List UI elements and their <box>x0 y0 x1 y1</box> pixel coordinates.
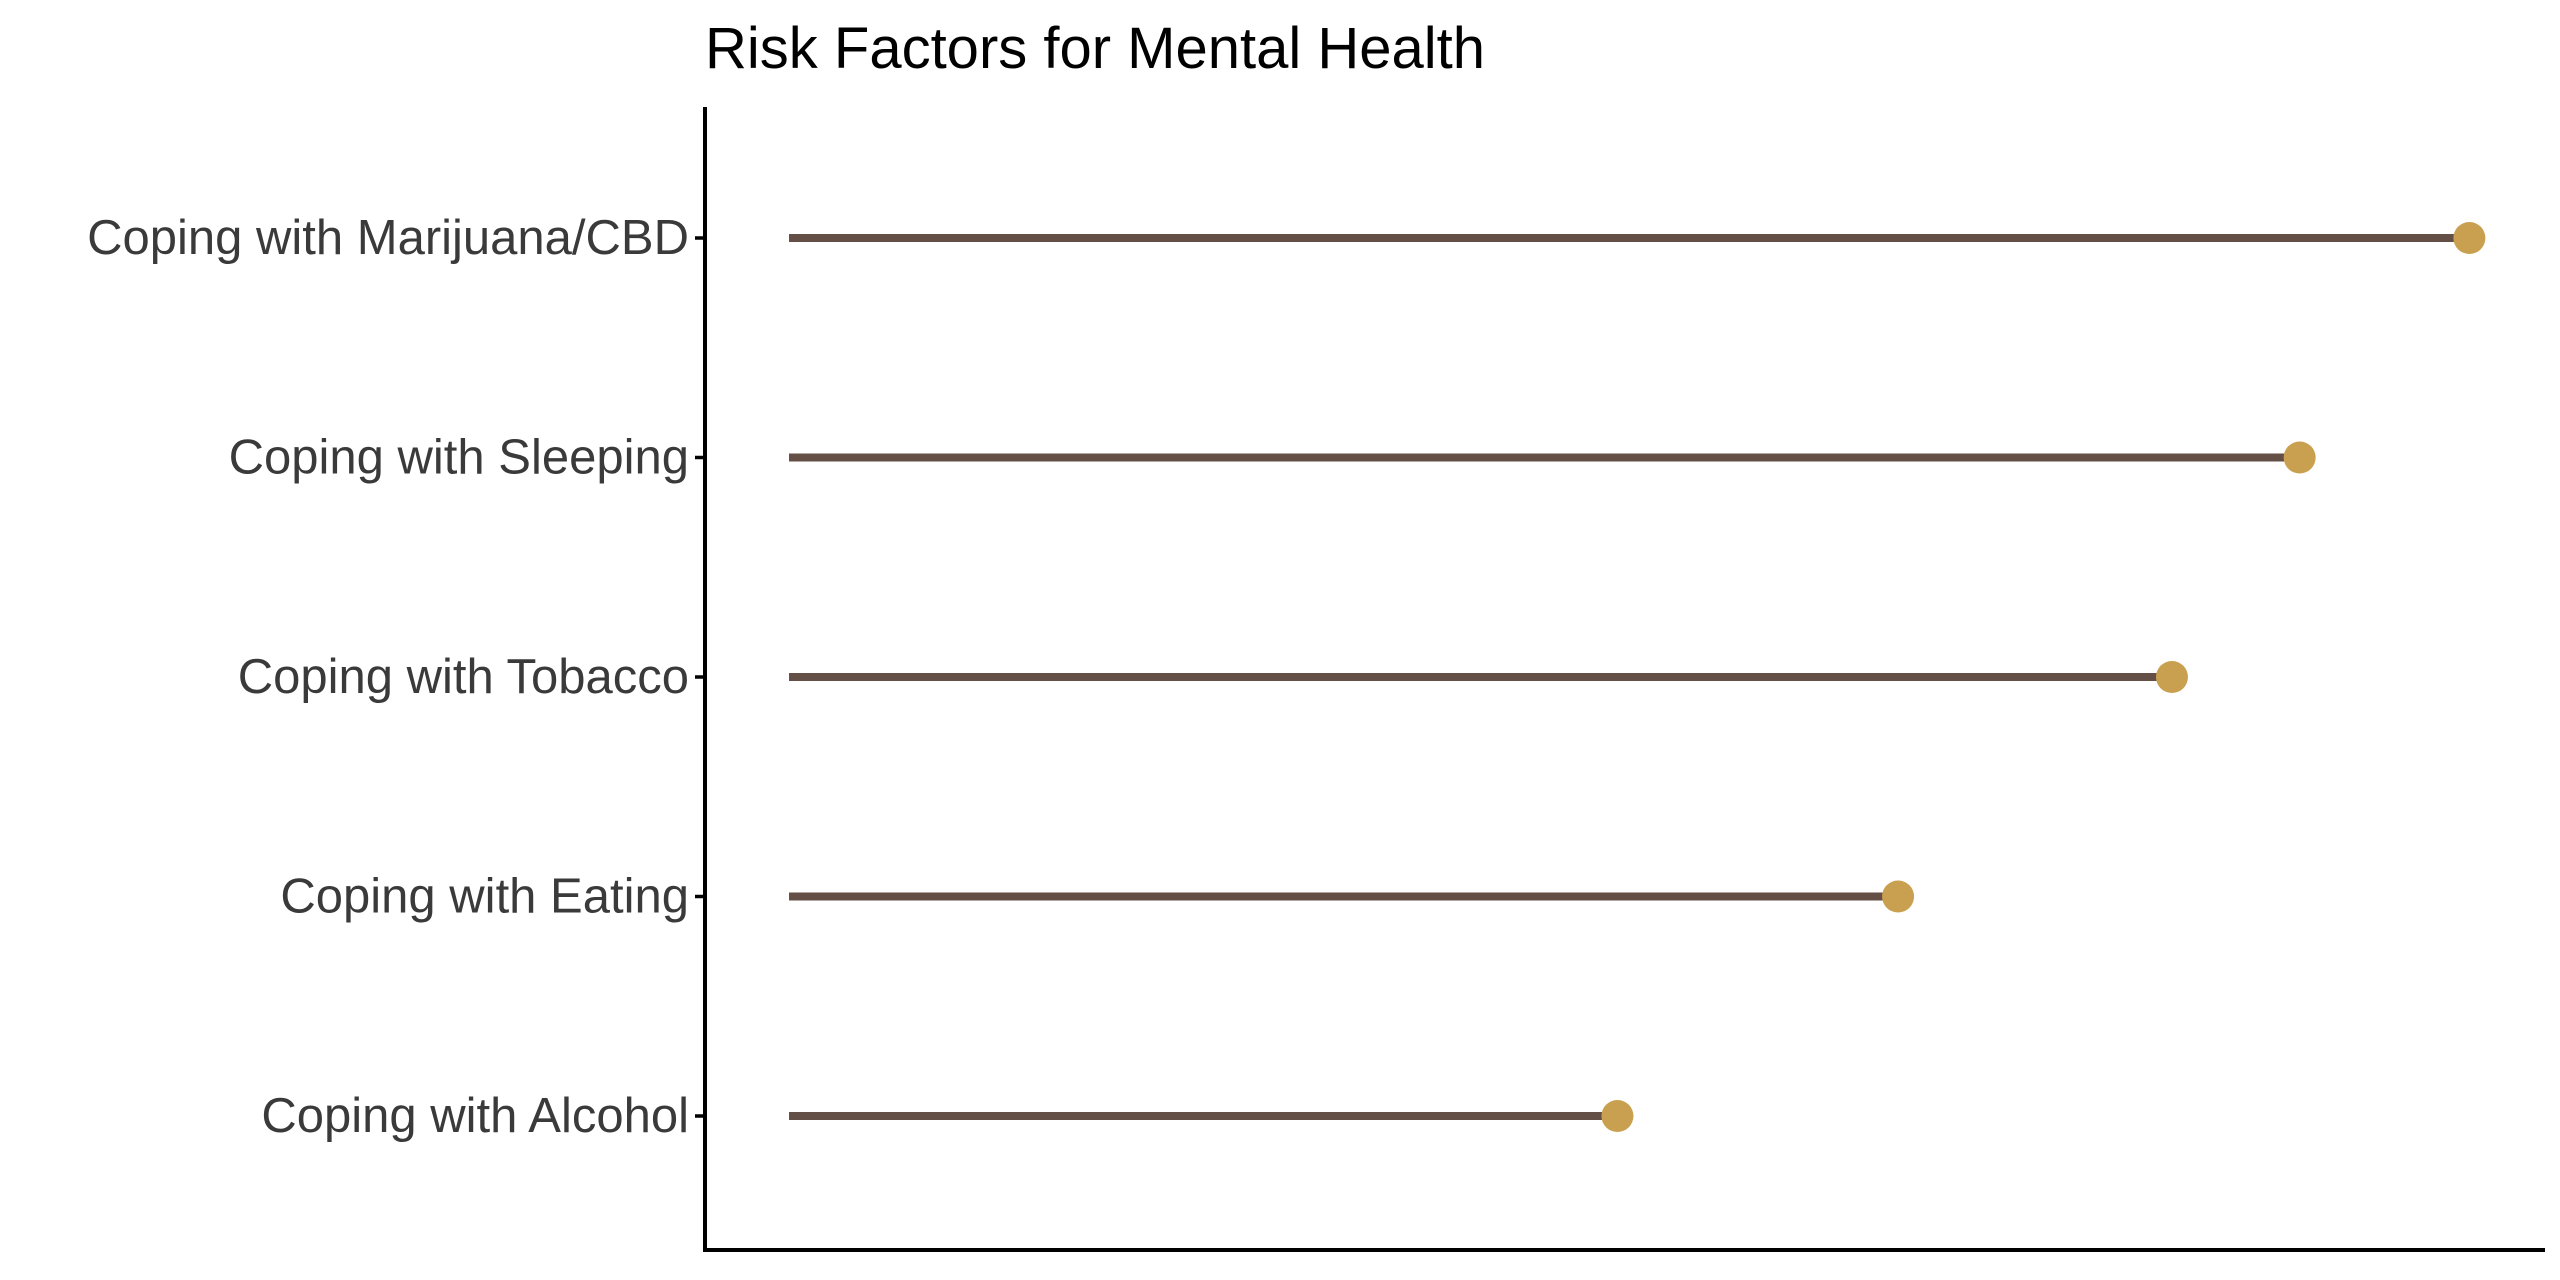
y-tick-label-coping-with-sleeping: Coping with Sleeping <box>229 431 689 485</box>
y-tick-label-coping-with-eating: Coping with Eating <box>280 870 689 924</box>
lollipop-stems <box>789 234 2470 1120</box>
lollipop-point-coping-with-alcohol <box>1601 1100 1634 1132</box>
y-axis-ticks: Coping with Marijuana/CBD Coping with Sle… <box>87 211 705 1143</box>
lollipop-point-coping-with-sleeping <box>2283 441 2316 474</box>
lollipop-point-coping-with-eating <box>1882 880 1915 913</box>
y-tick-label-coping-with-alcohol: Coping with Alcohol <box>261 1089 689 1143</box>
lollipop-point-coping-with-marijuana-cbd <box>2453 222 2486 254</box>
y-tick-label-coping-with-tobacco: Coping with Tobacco <box>238 650 689 704</box>
y-tick-label-coping-with-marijuana-cbd: Coping with Marijuana/CBD <box>87 211 689 265</box>
lollipop-points <box>1601 222 2486 1132</box>
chart-title: Risk Factors for Mental Health <box>705 16 1485 81</box>
lollipop-point-coping-with-tobacco <box>2155 661 2188 693</box>
